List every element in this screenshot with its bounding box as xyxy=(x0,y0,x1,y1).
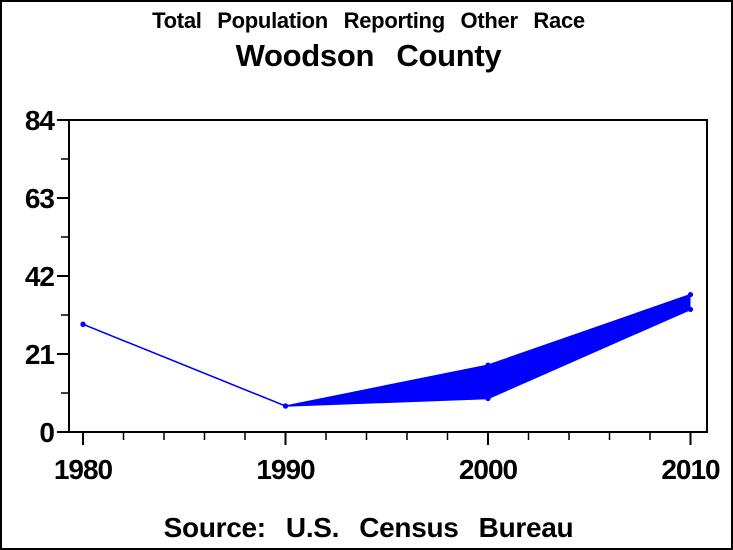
data-point-lower-band-edge xyxy=(80,321,86,327)
series-line-lower-band-edge xyxy=(82,308,691,407)
chart-subtitle: Total Population Reporting Other Race xyxy=(152,8,585,33)
data-point-upper-band-edge xyxy=(485,362,491,368)
y-tick-label: 63 xyxy=(25,183,55,214)
x-tick-label: 1990 xyxy=(256,454,315,485)
data-point-upper-band-edge xyxy=(687,291,694,298)
x-tick-label: 2000 xyxy=(459,454,518,485)
y-tick-label: 0 xyxy=(39,417,54,448)
y-tick-label: 84 xyxy=(25,105,56,136)
band-fill xyxy=(83,294,691,406)
chart-title: Woodson County xyxy=(235,38,502,73)
source-footnote: Source: U.S. Census Bureau xyxy=(163,512,574,543)
y-tick-label: 21 xyxy=(25,339,55,370)
data-point-lower-band-edge xyxy=(687,306,694,313)
data-point-lower-band-edge xyxy=(282,403,289,409)
x-tick-label: 2010 xyxy=(661,454,720,485)
y-tick-label: 42 xyxy=(25,261,55,292)
x-tick-label: 1980 xyxy=(54,454,113,485)
data-point-lower-band-edge xyxy=(485,395,491,402)
